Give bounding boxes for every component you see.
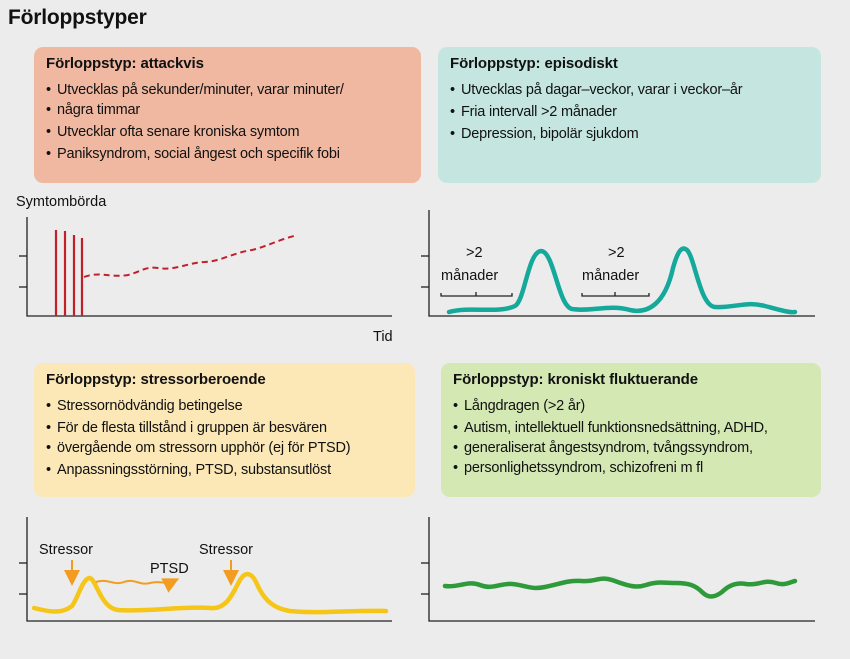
list-item: Utvecklas på dagar–veckor, varar i vecko… [450,80,811,100]
stressor-label: Stressor [39,542,93,558]
axes [26,217,392,317]
stressor-curve [31,571,389,615]
interval-label-bottom: månader [582,268,639,284]
list-item: Anpassningsstörning, PTSD, substansutlös… [46,460,405,480]
stressor-label: Stressor [199,542,253,558]
bullet-list: Långdragen (>2 år) Autism, intellektuell… [453,396,811,478]
list-item-continuation: generaliserat ångestsyndrom, tvångssyndr… [453,438,811,458]
list-item: För de flesta tillstånd i gruppen är bes… [46,418,405,438]
page-title: Förloppstyper [8,6,147,29]
list-item: Autism, intellektuell funktionsnedsättni… [453,418,811,438]
interval-label-top: >2 [608,245,625,261]
list-item: Utvecklas på sekunder/minuter, varar min… [46,80,411,100]
ptsd-arrow [95,578,180,593]
axes [428,210,815,317]
box-title: Förloppstyp: stressorberoende [46,371,266,388]
chronic-fluctuating-curve [442,576,798,599]
list-item-continuation: personlighetssyndrom, schizofreni m fl [453,458,811,478]
list-item: Paniksyndrom, social ångest och specifik… [46,144,411,164]
axes [428,517,815,622]
episode-curve [446,246,798,315]
list-item: Depression, bipolär sjukdom [450,124,811,144]
list-item-continuation: övergående om stressorn upphör (ej för P… [46,438,405,458]
list-item: Långdragen (>2 år) [453,396,811,416]
bullet-list: Utvecklas på sekunder/minuter, varar min… [46,80,411,164]
bullet-list: Utvecklas på dagar–veckor, varar i vecko… [450,80,811,144]
info-box-kroniskt-fluktuerande: Förloppstyp: kroniskt fluktuerande Långd… [441,363,821,497]
interval-label-top: >2 [466,245,483,261]
list-item: Fria intervall >2 månader [450,102,811,122]
interval-label-bottom: månader [441,268,498,284]
y-axis-label: Symtombörda [16,194,107,210]
info-box-episodiskt: Förloppstyp: episodiskt Utvecklas på dag… [438,47,821,183]
info-box-attackvis: Förloppstyp: attackvis Utvecklas på seku… [34,47,421,183]
chronic-symptom-line [83,235,295,278]
graph-episodiskt: >2 månader >2 månader [421,210,815,317]
info-box-stressorberoende: Förloppstyp: stressorberoende Stressornö… [34,363,415,497]
list-item: Stressornödvändig betingelse [46,396,405,416]
axes [26,517,392,622]
graph-attackvis: Symtombörda Tid [16,194,393,345]
ptsd-label: PTSD [150,561,189,577]
box-title: Förloppstyp: attackvis [46,55,204,72]
graph-kroniskt-fluktuerande [421,517,815,622]
list-item-continuation: några timmar [46,100,411,120]
list-item: Utvecklar ofta senare kroniska symtom [46,122,411,142]
x-axis-label: Tid [373,329,393,345]
box-title: Förloppstyp: episodiskt [450,55,618,72]
graph-stressorberoende: Stressor PTSD Stressor [19,517,392,622]
bullet-list: Stressornödvändig betingelse För de fles… [46,396,405,480]
box-title: Förloppstyp: kroniskt fluktuerande [453,371,698,388]
